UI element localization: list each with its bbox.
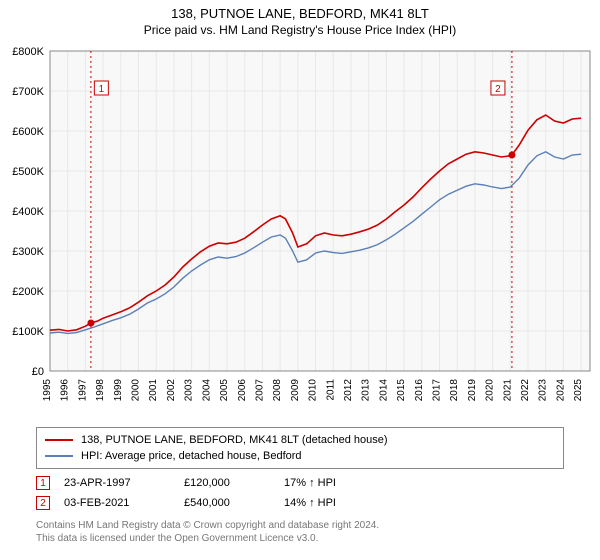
sale-marker-date: 03-FEB-2021 — [64, 497, 184, 509]
sale-marker-price: £540,000 — [184, 497, 284, 509]
svg-text:2008: 2008 — [272, 379, 283, 402]
sale-marker-delta: 17% ↑ HPI — [284, 477, 384, 489]
svg-text:2000: 2000 — [131, 379, 142, 402]
svg-text:1995: 1995 — [42, 379, 53, 402]
sale-markers: 1 23-APR-1997£120,00017% ↑ HPI 2 03-FEB-202… — [36, 473, 564, 513]
chart-area: £0 £100K £200K £300K £400K £500K £600K £700K £80… — [0, 41, 600, 421]
svg-text:1: 1 — [99, 84, 105, 95]
svg-text:2020: 2020 — [485, 379, 496, 402]
svg-text:2006: 2006 — [237, 379, 248, 402]
svg-text:2002: 2002 — [166, 379, 177, 402]
legend-swatch — [45, 455, 73, 457]
svg-text:£700K: £700K — [12, 86, 44, 98]
svg-text:£100K: £100K — [12, 326, 44, 338]
line-chart-svg: £0 £100K £200K £300K £400K £500K £600K £700K £80… — [0, 41, 600, 421]
svg-text:2009: 2009 — [290, 379, 301, 402]
svg-text:2025: 2025 — [573, 379, 584, 402]
svg-text:2010: 2010 — [308, 379, 319, 402]
svg-text:2: 2 — [495, 84, 501, 95]
svg-text:2018: 2018 — [449, 379, 460, 402]
footer-line: This data is licensed under the Open Gov… — [36, 532, 564, 545]
svg-text:£800K: £800K — [12, 46, 44, 58]
legend-item: HPI: Average price, detached house, Bedf… — [45, 448, 555, 464]
svg-text:2007: 2007 — [254, 379, 265, 402]
svg-text:1996: 1996 — [60, 379, 71, 402]
footer-line: Contains HM Land Registry data © Crown c… — [36, 519, 564, 532]
svg-text:2019: 2019 — [467, 379, 478, 402]
svg-text:2016: 2016 — [414, 379, 425, 402]
sale-marker-delta: 14% ↑ HPI — [284, 497, 384, 509]
sale-marker-row: 1 23-APR-1997£120,00017% ↑ HPI — [36, 473, 564, 493]
sale-marker-price: £120,000 — [184, 477, 284, 489]
svg-text:1997: 1997 — [77, 379, 88, 402]
svg-text:2011: 2011 — [325, 379, 336, 401]
svg-text:2003: 2003 — [184, 379, 195, 402]
sale-marker-row: 2 03-FEB-2021£540,00014% ↑ HPI — [36, 493, 564, 513]
page-title: 138, PUTNOE LANE, BEDFORD, MK41 8LT — [0, 0, 600, 21]
svg-text:1998: 1998 — [95, 379, 106, 402]
legend-label: HPI: Average price, detached house, Bedf… — [81, 450, 302, 462]
legend-item: 138, PUTNOE LANE, BEDFORD, MK41 8LT (det… — [45, 432, 555, 448]
svg-text:2021: 2021 — [502, 379, 513, 402]
svg-text:£200K: £200K — [12, 286, 44, 298]
sale-marker-badge: 2 — [36, 496, 50, 510]
svg-text:2023: 2023 — [538, 379, 549, 402]
svg-text:2001: 2001 — [148, 379, 159, 402]
sale-marker-date: 23-APR-1997 — [64, 477, 184, 489]
svg-text:£0: £0 — [32, 366, 44, 378]
svg-text:2012: 2012 — [343, 379, 354, 402]
chart-container: 138, PUTNOE LANE, BEDFORD, MK41 8LT Pric… — [0, 0, 600, 560]
svg-text:2005: 2005 — [219, 379, 230, 402]
legend-swatch — [45, 439, 73, 441]
legend-label: 138, PUTNOE LANE, BEDFORD, MK41 8LT (det… — [81, 434, 388, 446]
svg-text:1999: 1999 — [113, 379, 124, 402]
svg-text:£400K: £400K — [12, 206, 44, 218]
svg-text:2022: 2022 — [520, 379, 531, 402]
page-subtitle: Price paid vs. HM Land Registry's House … — [0, 21, 600, 41]
svg-text:2015: 2015 — [396, 379, 407, 402]
svg-text:2024: 2024 — [555, 379, 566, 402]
svg-text:£300K: £300K — [12, 246, 44, 258]
legend: 138, PUTNOE LANE, BEDFORD, MK41 8LT (det… — [36, 427, 564, 469]
svg-text:2013: 2013 — [361, 379, 372, 402]
svg-text:£500K: £500K — [12, 166, 44, 178]
svg-text:2014: 2014 — [378, 379, 389, 402]
svg-text:£600K: £600K — [12, 126, 44, 138]
svg-text:2004: 2004 — [201, 379, 212, 402]
sale-marker-badge: 1 — [36, 476, 50, 490]
attribution-footer: Contains HM Land Registry data © Crown c… — [36, 519, 564, 545]
svg-text:2017: 2017 — [432, 379, 443, 402]
